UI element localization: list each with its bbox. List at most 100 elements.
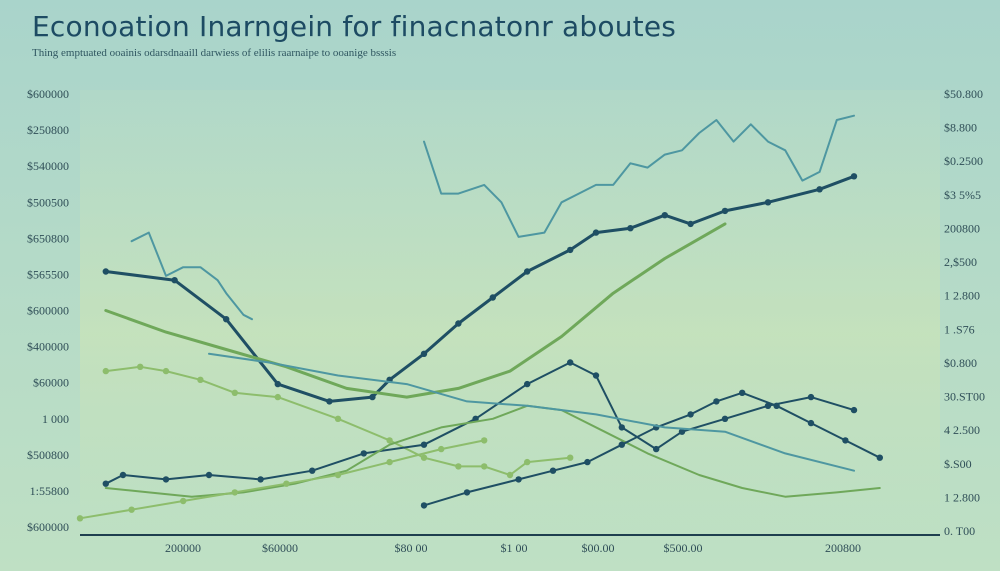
data-point (807, 393, 815, 401)
y-tick-label-left: $60000 (33, 376, 69, 390)
y-tick-label-left: $250800 (27, 123, 69, 137)
data-point (360, 450, 367, 457)
data-point (592, 229, 600, 236)
series-line (104, 222, 727, 399)
series-5 (102, 363, 574, 479)
data-point (283, 480, 290, 487)
data-point (816, 186, 823, 193)
data-point (739, 389, 746, 396)
y-tick-label-left: $650800 (27, 231, 69, 245)
data-point (386, 458, 393, 466)
data-point (567, 359, 574, 366)
data-point (773, 402, 780, 409)
data-point (506, 471, 514, 479)
data-point (850, 406, 858, 414)
data-point (489, 294, 496, 301)
y-tick-label-right: 1 .S76 (944, 322, 975, 336)
data-point (420, 350, 428, 357)
data-point (481, 437, 488, 444)
data-point (102, 268, 110, 275)
data-point (653, 445, 660, 453)
data-point (618, 424, 625, 431)
y-tick-label-right: 1 2.800 (944, 490, 980, 504)
y-tick-label-right: 2,$500 (944, 255, 977, 269)
y-tick-label-left: $565500 (27, 267, 69, 281)
y-tick-label-left: 1 000 (42, 412, 69, 426)
x-tick-label: $1 00 (501, 541, 528, 555)
series-line (208, 352, 855, 472)
data-point (102, 367, 110, 375)
data-point (257, 476, 264, 483)
series-8 (420, 389, 883, 509)
y-tick-label-right: 4 2.500 (944, 423, 980, 437)
series-3 (102, 173, 858, 405)
y-tick-label-left: $600000 (27, 520, 69, 534)
data-point (369, 393, 376, 401)
data-point (515, 476, 522, 483)
data-point (687, 411, 694, 418)
y-tick-label-right: $3 5%5 (944, 188, 981, 202)
chart-subtitle: Thing emptuated ooainis odarsdnaaill dar… (32, 47, 397, 59)
data-point (137, 363, 144, 370)
data-point (274, 380, 281, 388)
y-tick-label-left: $500500 (27, 195, 69, 209)
data-point (119, 471, 127, 479)
y-tick-label-left: $540000 (27, 159, 69, 173)
data-point (524, 268, 531, 275)
y-tick-label-right: $50.800 (944, 87, 983, 101)
data-point (326, 398, 333, 405)
data-point (687, 220, 694, 228)
data-point (197, 376, 204, 383)
data-point (627, 225, 634, 232)
data-point (678, 428, 686, 435)
series-line (423, 391, 881, 507)
data-point (592, 372, 600, 379)
data-point (231, 489, 238, 496)
x-tick-label: $80 00 (395, 541, 428, 555)
y-tick-label-left: 1:55800 (30, 484, 69, 498)
data-point (876, 454, 883, 461)
data-point (455, 320, 462, 327)
plot-area (80, 90, 940, 535)
series-10 (208, 352, 855, 472)
series-line (104, 365, 572, 476)
chart-title: Econoation Inarngein for finacnatonr abo… (32, 10, 677, 43)
data-point (721, 207, 729, 215)
data-point (420, 454, 428, 461)
data-point (481, 463, 488, 470)
x-tick-label: $60000 (262, 541, 298, 555)
series-layer (76, 114, 883, 522)
data-point (334, 471, 342, 479)
data-point (661, 212, 668, 219)
x-tick-label: $500.00 (664, 541, 703, 555)
x-tick-label: $00.00 (582, 541, 615, 555)
data-point (205, 471, 213, 479)
y-tick-label-left: $400000 (27, 340, 69, 354)
series-9 (76, 437, 488, 522)
y-tick-label-left: $600000 (27, 87, 69, 101)
data-point (721, 415, 729, 422)
series-line (130, 231, 253, 321)
y-tick-label-right: 30.ST00 (944, 390, 985, 404)
series-line (423, 114, 855, 238)
data-point (549, 467, 557, 474)
data-point (231, 389, 238, 396)
y-axis-right: $50.800 $8.800 $0.2500 $3 5%5 200800 2,$500 1 … (944, 87, 985, 538)
x-axis: 200000 $60000 $80 00 $1 00 $00.00 $500.00 2008… (165, 541, 861, 555)
data-point (524, 458, 531, 466)
data-point (438, 445, 445, 453)
data-point (386, 437, 393, 444)
x-tick-label: 200800 (825, 541, 861, 555)
data-point (128, 506, 135, 513)
data-point (455, 463, 462, 470)
data-point (334, 415, 342, 422)
data-point (162, 367, 170, 375)
data-point (420, 441, 428, 448)
data-point (618, 441, 625, 448)
data-point (76, 515, 84, 522)
data-point (274, 393, 281, 401)
data-point (223, 316, 230, 323)
y-tick-label-left: $600000 (27, 304, 69, 318)
series-6 (102, 359, 858, 487)
data-point (713, 398, 720, 405)
